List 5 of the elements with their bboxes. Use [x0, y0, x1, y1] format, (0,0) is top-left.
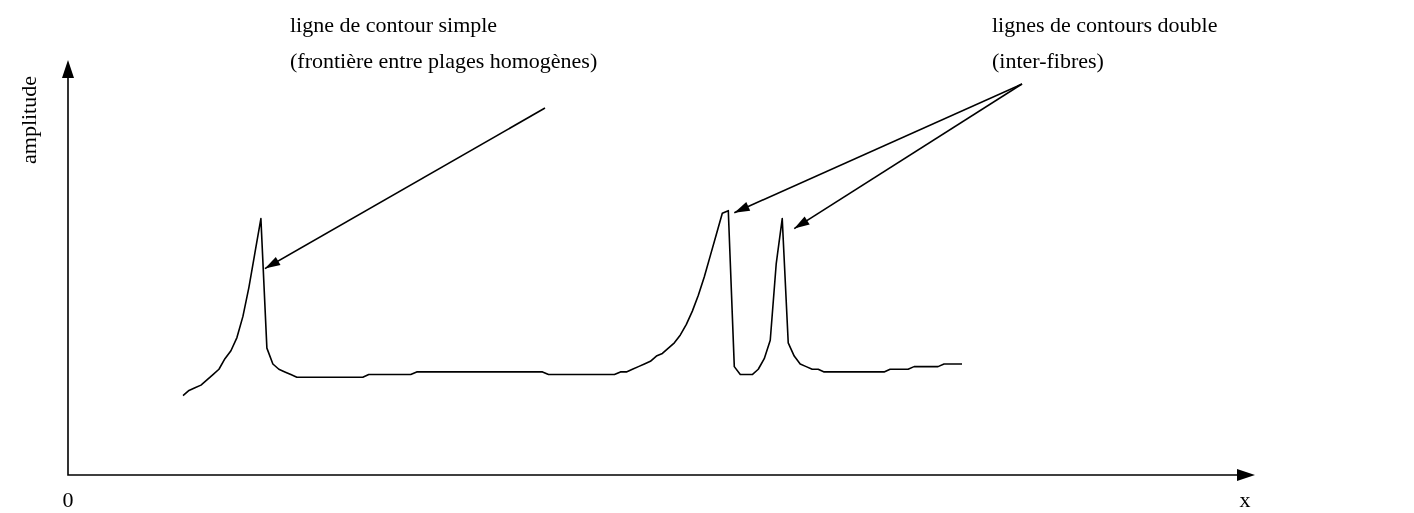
- text: 0: [62, 487, 74, 512]
- text: x: [1239, 487, 1251, 512]
- text: lignes de contours double (inter-fibres): [992, 12, 1218, 73]
- text: ligne de contour simple (frontière entre plages homogènes): [290, 12, 598, 73]
- text: amplitude: [15, 76, 41, 164]
